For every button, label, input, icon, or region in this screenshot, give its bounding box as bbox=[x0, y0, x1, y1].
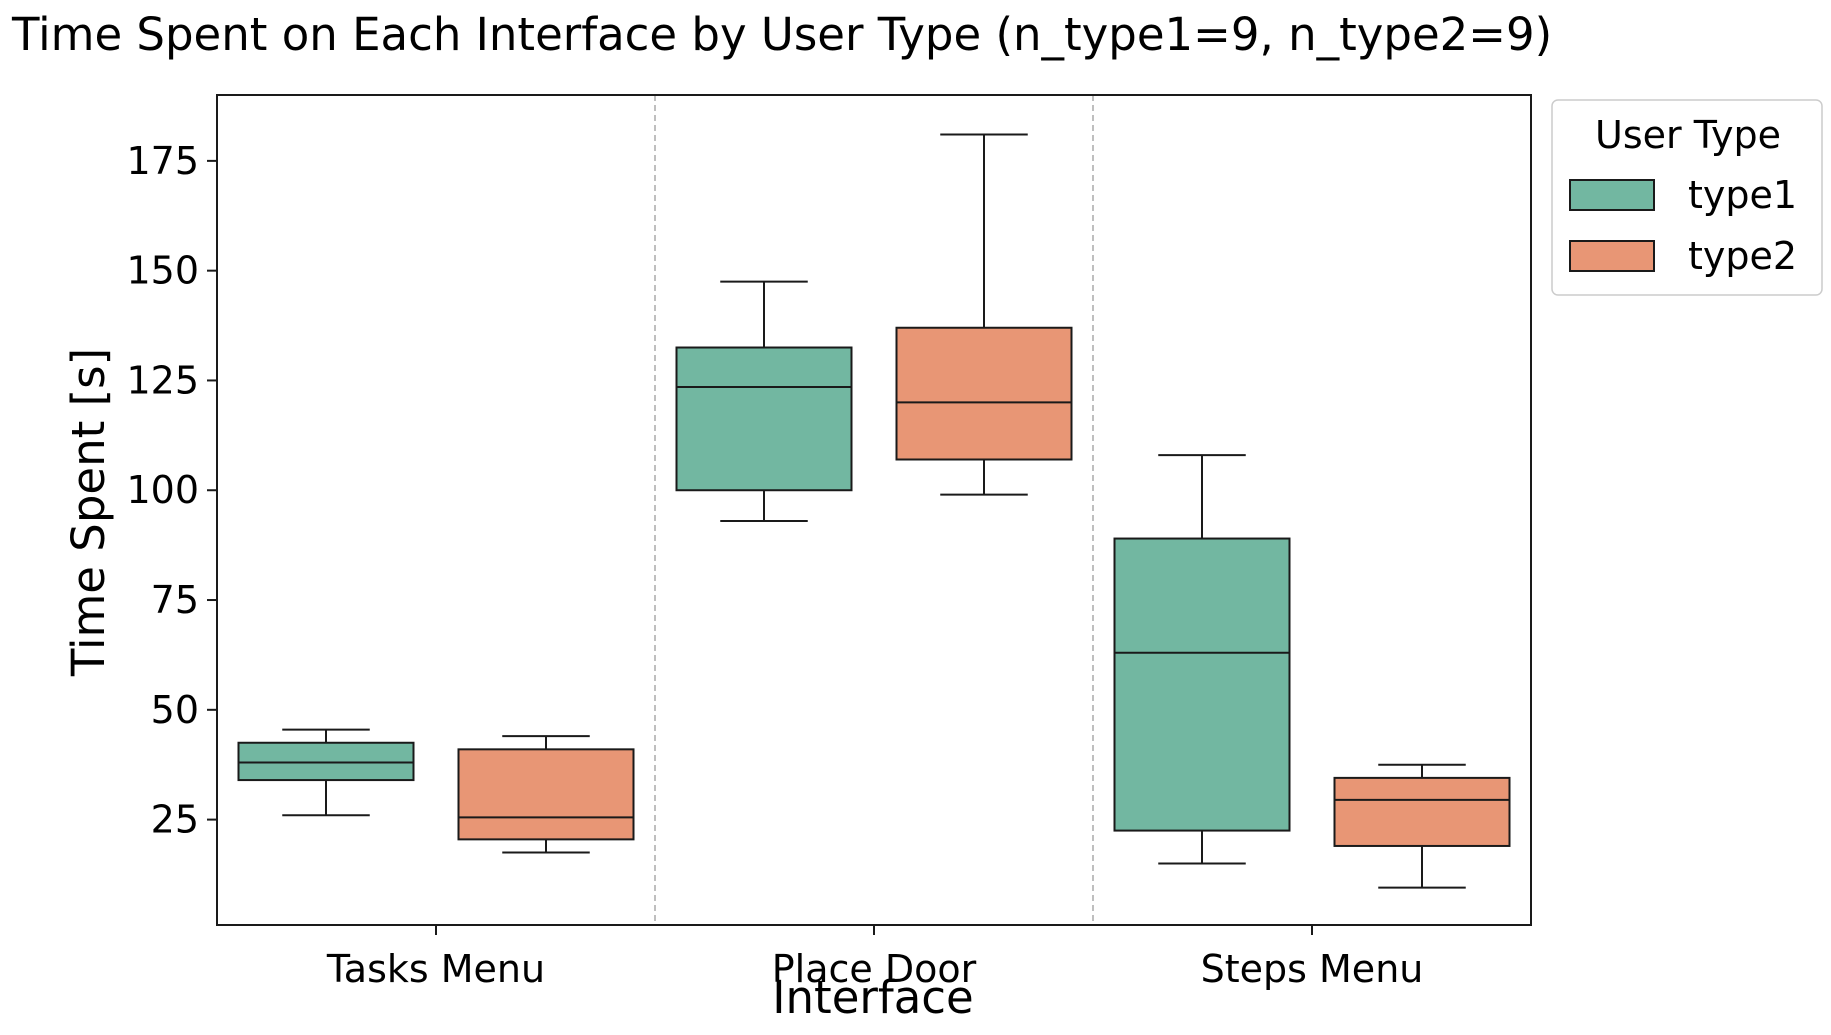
legend: User Type type1 type2 bbox=[1551, 99, 1823, 296]
box-type1-2 bbox=[1113, 454, 1291, 865]
legend-label-type2: type2 bbox=[1688, 234, 1797, 278]
box-iqr bbox=[1113, 537, 1291, 832]
legend-swatch-type1 bbox=[1569, 179, 1655, 211]
box-type1-1 bbox=[675, 280, 853, 522]
y-tick-label: 50 bbox=[151, 688, 199, 732]
x-tick-label: Place Door bbox=[772, 947, 977, 991]
box-type1-0 bbox=[237, 728, 415, 817]
y-tick-label: 25 bbox=[151, 798, 199, 842]
legend-label-type1: type1 bbox=[1688, 173, 1797, 217]
box-type2-1 bbox=[895, 133, 1073, 496]
x-tick-label: Steps Menu bbox=[1201, 947, 1424, 991]
box-iqr bbox=[1333, 776, 1511, 847]
axes: 25 50 75 100 125 150 175 Tasks Menu Place Door St… bbox=[126, 94, 1532, 991]
y-tick-label: 150 bbox=[126, 249, 199, 293]
y-tick-label: 100 bbox=[126, 468, 199, 512]
box-iqr bbox=[237, 741, 415, 782]
plot-area bbox=[237, 95, 1511, 925]
y-tick-label: 75 bbox=[151, 578, 199, 622]
y-axis-label: Time Spent [s] bbox=[62, 348, 115, 677]
chart-title: Time Spent on Each Interface by User Typ… bbox=[11, 8, 1552, 61]
legend-title: User Type bbox=[1595, 113, 1781, 157]
box-iqr bbox=[457, 748, 635, 841]
y-tick-label: 125 bbox=[126, 358, 199, 402]
y-tick-label: 175 bbox=[126, 139, 199, 183]
box-iqr bbox=[895, 326, 1073, 461]
box-iqr bbox=[675, 346, 853, 492]
box-type2-0 bbox=[457, 735, 635, 854]
legend-swatch-type2 bbox=[1569, 240, 1655, 272]
box-type2-2 bbox=[1333, 763, 1511, 889]
x-axis-label: Interface bbox=[772, 971, 973, 1024]
x-tick-label: Tasks Menu bbox=[326, 947, 545, 991]
